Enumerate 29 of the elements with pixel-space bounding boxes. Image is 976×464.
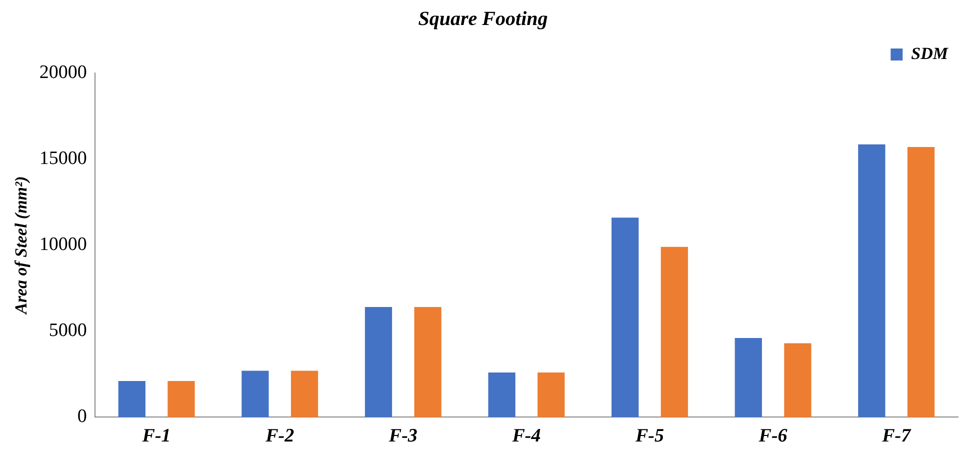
bar (660, 246, 688, 418)
bar (734, 338, 762, 418)
y-tick-label: 15000 (39, 148, 87, 170)
bar (538, 372, 565, 418)
bar (858, 144, 886, 418)
y-tick-label: 0 (77, 406, 87, 428)
bar (242, 370, 269, 418)
x-tick-label: F-6 (758, 426, 788, 447)
y-axis-title: Area of Steel (mm²) (12, 176, 31, 315)
chart-title: Square Footing (418, 8, 548, 30)
x-tick-label: F-2 (264, 426, 295, 447)
x-tick-label: F-1 (141, 426, 171, 447)
bar (612, 218, 639, 418)
x-tick-label: F-3 (388, 426, 418, 447)
bar (784, 343, 812, 418)
bar (414, 307, 442, 418)
bar (168, 381, 195, 418)
legend-label: SDM (911, 44, 949, 63)
bar (488, 372, 516, 418)
x-tick-label: F-7 (881, 426, 912, 447)
y-tick-label: 5000 (48, 320, 87, 342)
bar (907, 147, 935, 418)
y-tick-label: 10000 (39, 234, 87, 256)
x-tick-label: F-5 (634, 426, 664, 447)
bar (364, 307, 392, 418)
bar (118, 381, 146, 418)
x-tick-label: F-4 (511, 426, 541, 447)
bar (290, 370, 318, 418)
y-tick-label: 20000 (39, 62, 87, 83)
